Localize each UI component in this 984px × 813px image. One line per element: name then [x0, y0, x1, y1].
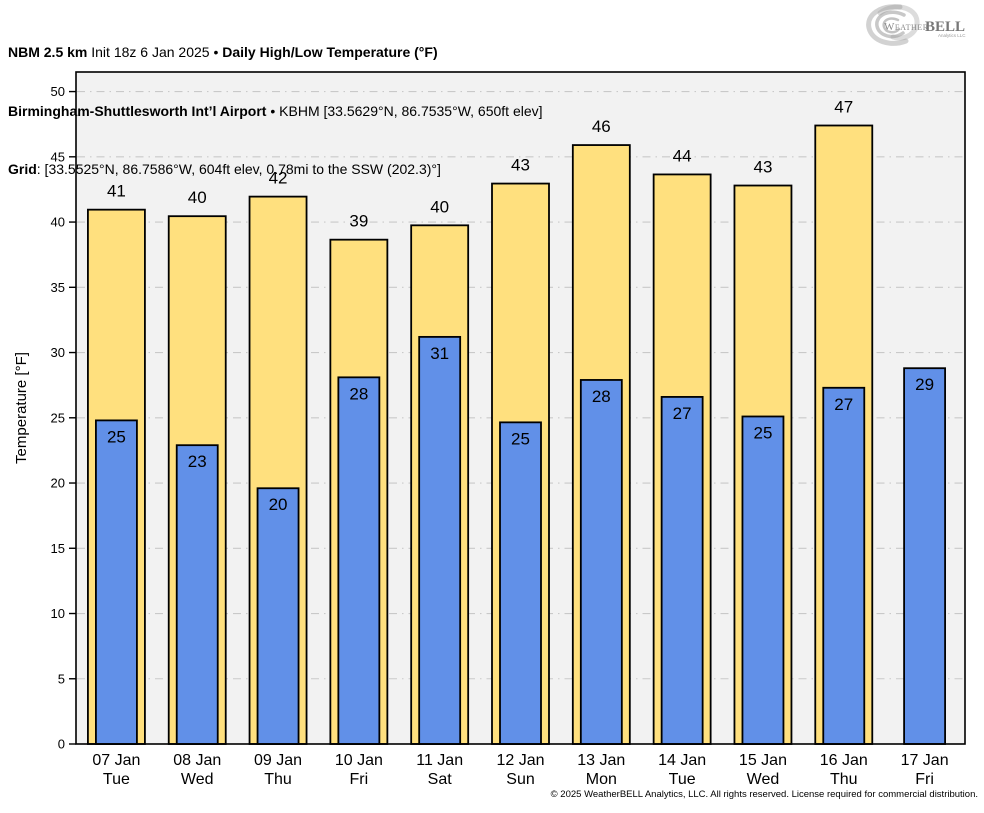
high-temp-label: 47 — [834, 97, 853, 116]
high-temp-label: 41 — [107, 182, 126, 201]
x-date-label: 17 Jan — [901, 752, 949, 769]
y-tick-label: 35 — [51, 280, 65, 295]
chart-header: NBM 2.5 km Init 18z 6 Jan 2025 • Daily H… — [8, 4, 543, 199]
logo-subtitle: Analytics LLC — [938, 33, 966, 38]
low-temp-bar — [256, 487, 300, 745]
grid-details: : [33.5525°N, 86.7586°W, 604ft elev, 0.7… — [36, 161, 441, 177]
low-temp-label: 27 — [834, 395, 853, 414]
model-name: NBM 2.5 km — [8, 44, 88, 60]
x-date-label: 12 Jan — [496, 752, 544, 769]
logo-word-bell: BELL — [925, 19, 965, 35]
low-temp-label: 28 — [592, 387, 611, 406]
high-temp-label: 39 — [349, 212, 368, 231]
y-tick-label: 50 — [51, 84, 65, 99]
y-tick-label: 25 — [51, 410, 65, 425]
x-date-label: 14 Jan — [658, 752, 706, 769]
x-weekday-label: Sun — [506, 771, 534, 788]
x-weekday-label: Mon — [586, 771, 617, 788]
low-temp-label: 25 — [511, 429, 530, 448]
high-temp-label: 43 — [753, 158, 772, 177]
low-temp-label: 25 — [107, 427, 126, 446]
logo-word-weather: Weather — [884, 21, 929, 33]
low-temp-bar — [175, 444, 219, 745]
low-temp-bar — [741, 415, 785, 745]
x-date-label: 07 Jan — [92, 752, 140, 769]
high-temp-label: 40 — [188, 188, 207, 207]
low-temp-bar — [95, 419, 138, 745]
x-weekday-label: Tue — [103, 771, 130, 788]
y-tick-label: 45 — [51, 149, 65, 164]
chart-title-line1: NBM 2.5 km Init 18z 6 Jan 2025 • Daily H… — [8, 43, 543, 63]
x-date-label: 11 Jan — [416, 752, 463, 769]
y-tick-label: 0 — [58, 737, 65, 752]
low-temp-bar — [822, 386, 866, 745]
x-weekday-label: Wed — [181, 771, 214, 788]
x-weekday-label: Sat — [428, 771, 453, 788]
high-temp-label: 40 — [430, 197, 449, 216]
y-axis-title: Temperature [°F] — [13, 352, 30, 464]
y-tick-label: 20 — [51, 476, 65, 491]
x-weekday-label: Thu — [830, 771, 858, 788]
init-time: Init 18z 6 Jan 2025 • — [87, 44, 223, 60]
chart-title-line2: Birmingham-Shuttlesworth Int’l Airport •… — [8, 102, 543, 122]
y-tick-label: 15 — [51, 541, 65, 556]
low-temp-label: 27 — [673, 404, 692, 423]
x-date-label: 09 Jan — [254, 752, 302, 769]
y-tick-label: 5 — [58, 671, 65, 686]
x-weekday-label: Wed — [747, 771, 780, 788]
x-date-label: 10 Jan — [335, 752, 383, 769]
low-temp-bar — [499, 421, 542, 745]
x-date-label: 13 Jan — [577, 752, 625, 769]
high-temp-label: 42 — [269, 169, 288, 188]
hurricane-swirl-icon — [866, 4, 920, 46]
plot-frame — [75, 71, 966, 745]
x-date-label: 16 Jan — [820, 752, 868, 769]
low-temp-bar — [903, 367, 946, 745]
parameter-title: Daily High/Low Temperature (°F) — [222, 44, 438, 60]
y-tick-label: 10 — [51, 606, 65, 621]
low-temp-bar — [418, 335, 462, 745]
low-temp-label: 23 — [188, 452, 207, 471]
x-weekday-label: Thu — [264, 771, 292, 788]
low-temp-label: 20 — [269, 495, 288, 514]
station-details: • KBHM [33.5629°N, 86.7535°W, 650ft elev… — [266, 102, 543, 119]
x-date-label: 08 Jan — [173, 752, 221, 769]
copyright-text: © 2025 WeatherBELL Analytics, LLC. All r… — [550, 789, 978, 800]
high-temp-label: 43 — [511, 156, 530, 175]
low-temp-bar — [660, 396, 704, 745]
high-temp-label: 44 — [673, 146, 692, 165]
low-temp-label: 29 — [915, 375, 934, 394]
y-tick-label: 40 — [51, 215, 65, 230]
grid-label: Grid — [8, 161, 37, 177]
low-temp-label: 31 — [430, 344, 449, 363]
high-temp-label: 46 — [592, 117, 611, 136]
weatherbell-logo: Weather BELL Analytics LLC — [866, 4, 966, 46]
x-weekday-label: Fri — [350, 771, 369, 788]
low-temp-bar — [579, 379, 623, 745]
chart-title-line3: Grid: [33.5525°N, 86.7586°W, 604ft elev,… — [8, 160, 543, 180]
low-temp-label: 28 — [349, 384, 368, 403]
x-weekday-label: Tue — [669, 771, 696, 788]
y-tick-label: 30 — [51, 345, 65, 360]
low-temp-bar — [337, 376, 381, 745]
x-weekday-label: Fri — [915, 771, 934, 788]
x-date-label: 15 Jan — [739, 752, 787, 769]
station-name: Birmingham-Shuttlesworth Int’l Airport — [8, 102, 267, 119]
low-temp-label: 25 — [753, 423, 772, 442]
